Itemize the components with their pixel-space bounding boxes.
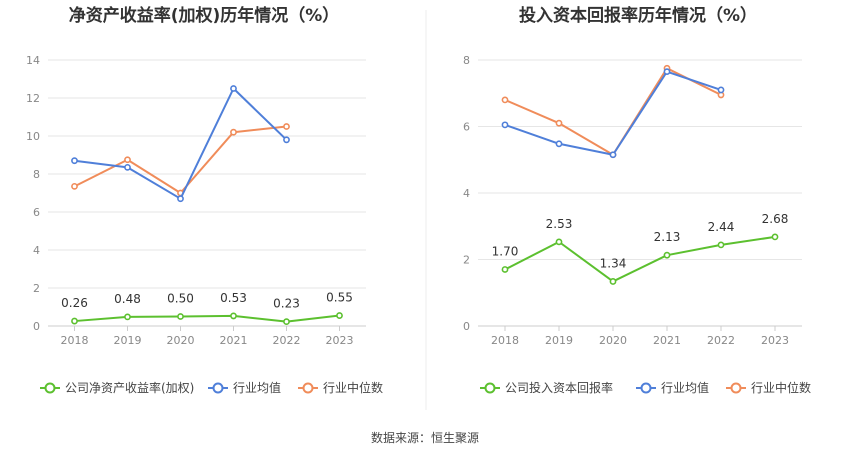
industry-avg-point (71, 157, 78, 165)
industry-median-point (501, 96, 509, 104)
y-tick-label: 0 (33, 320, 40, 333)
industry-median-line (504, 67, 722, 156)
legend-label: 公司净资产收益率(加权) (65, 380, 194, 395)
chart-title: 投入资本回报率历年情况（%） (519, 5, 757, 26)
y-tick-label: 4 (33, 244, 40, 257)
legend-label: 行业均值 (233, 380, 281, 395)
industry-avg-line (74, 87, 288, 200)
company-point (771, 233, 779, 241)
x-tick-label: 2019 (545, 334, 573, 347)
y-tick-label: 10 (26, 130, 40, 143)
legend-item-industry-avg[interactable]: 行业均值 (208, 380, 281, 395)
industry-median-point (555, 119, 563, 127)
company-point (124, 313, 131, 321)
x-tick-label: 2022 (273, 334, 301, 347)
x-tick-label: 2021 (220, 334, 248, 347)
data-label: 1.34 (600, 256, 627, 270)
industry-avg-point (230, 85, 237, 92)
x-tick-label: 2019 (114, 334, 142, 347)
industry-median-point (124, 156, 131, 164)
legend-label: 行业中位数 (323, 380, 383, 395)
company-point (230, 312, 237, 320)
y-tick-label: 6 (463, 121, 470, 134)
y-tick-label: 14 (26, 54, 40, 67)
legend-marker (212, 382, 224, 394)
industry-avg-point (555, 140, 563, 148)
x-tick-label: 2018 (61, 334, 89, 347)
y-tick-label: 0 (463, 320, 470, 333)
industry-avg-point (717, 86, 725, 94)
x-tick-label: 2020 (167, 334, 195, 347)
company-point (501, 266, 509, 273)
legend-marker (484, 382, 496, 394)
company-point (71, 317, 78, 325)
industry-avg-point (609, 151, 617, 159)
legend-item-industry-median[interactable]: 行业中位数 (726, 380, 811, 395)
legend-item-company[interactable]: 公司净资产收益率(加权) (40, 380, 194, 395)
industry-avg-point (124, 163, 131, 171)
data-label: 2.53 (546, 217, 573, 231)
company-line (504, 235, 776, 283)
y-tick-label: 2 (33, 282, 40, 295)
legend-marker (44, 382, 56, 394)
data-label: 2.13 (654, 230, 681, 244)
data-label: 2.68 (762, 212, 789, 226)
x-tick-label: 2020 (599, 334, 627, 347)
data-label: 0.55 (326, 291, 353, 305)
y-tick-label: 8 (33, 168, 40, 181)
industry-avg-point (501, 121, 509, 129)
legend-marker (640, 382, 652, 394)
company-point (609, 278, 617, 285)
data-label: 0.53 (220, 291, 247, 305)
company-point (663, 251, 671, 259)
industry-median-point (71, 182, 78, 190)
company-line (74, 314, 340, 323)
data-label: 0.50 (167, 292, 194, 306)
y-tick-label: 2 (463, 254, 470, 267)
legend-marker (730, 382, 742, 394)
x-tick-label: 2018 (491, 334, 519, 347)
x-tick-label: 2023 (761, 334, 789, 347)
data-label: 2.44 (708, 220, 735, 234)
y-tick-label: 6 (33, 206, 40, 219)
legend-item-company[interactable]: 公司投入资本回报率 (480, 380, 613, 395)
roe-chart: 净资产收益率(加权)历年情况（%） 0 2 4 6 8 10 12 14 2018 2019 2020… (26, 5, 383, 395)
data-label: 0.48 (114, 292, 141, 306)
data-label: 1.70 (492, 244, 519, 258)
x-tick-label: 2022 (707, 334, 735, 347)
data-label: 0.23 (273, 297, 300, 311)
company-point (336, 312, 343, 319)
company-point (283, 318, 290, 326)
y-tick-label: 4 (463, 187, 470, 200)
x-tick-label: 2021 (653, 334, 681, 347)
industry-avg-point (663, 68, 671, 76)
x-tick-label: 2023 (326, 334, 354, 347)
industry-median-point (230, 128, 237, 136)
chart-title: 净资产收益率(加权)历年情况（%） (69, 5, 340, 26)
legend-marker (302, 382, 314, 394)
roic-chart: 投入资本回报率历年情况（%） 0 2 4 6 8 2018 2019 2020 2021 2022 2… (463, 5, 811, 395)
data-source: 数据来源：恒生聚源 (371, 430, 479, 445)
legend-label: 公司投入资本回报率 (505, 380, 613, 395)
legend-item-industry-avg[interactable]: 行业均值 (636, 380, 709, 395)
industry-avg-point (177, 195, 184, 203)
industry-avg-point (283, 136, 290, 144)
company-point (555, 238, 563, 246)
data-label: 0.26 (61, 296, 88, 310)
industry-median-point (283, 123, 290, 130)
company-point (717, 241, 725, 249)
legend-label: 行业均值 (661, 380, 709, 395)
company-point (177, 313, 184, 320)
legend-label: 行业中位数 (751, 380, 811, 395)
y-tick-label: 8 (463, 54, 470, 67)
legend-item-industry-median[interactable]: 行业中位数 (298, 380, 383, 395)
y-tick-label: 12 (26, 92, 40, 105)
